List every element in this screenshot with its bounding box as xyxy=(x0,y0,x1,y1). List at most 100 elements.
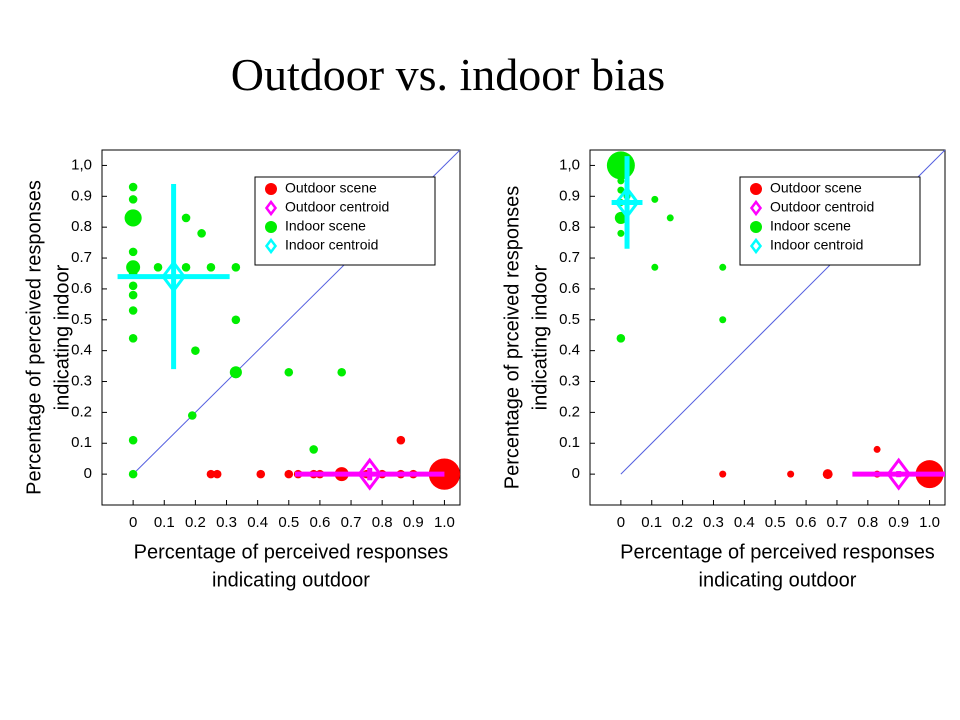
scatter-point xyxy=(128,435,138,445)
centroid-marker xyxy=(614,185,640,219)
scatter-point xyxy=(181,263,191,272)
scatter-point xyxy=(212,469,222,479)
legend-marker xyxy=(749,199,763,217)
x-tick-label: 0.7 xyxy=(341,514,362,531)
x-tick-label: 0.2 xyxy=(185,514,206,531)
scatter-point xyxy=(719,263,727,271)
scatter-point xyxy=(206,263,216,272)
legend-marker xyxy=(750,183,762,195)
x-tick-label: 0.5 xyxy=(765,514,786,531)
scatter-point xyxy=(128,182,138,192)
x-tick-label: 0.1 xyxy=(641,514,662,531)
scatter-point xyxy=(309,445,318,454)
y-tick-label: 0 xyxy=(84,465,92,482)
scatter-point xyxy=(719,470,727,478)
x-tick-label: 0.8 xyxy=(857,514,878,531)
legend-label: Indoor scene xyxy=(285,218,366,234)
x-tick-label: 0.4 xyxy=(734,514,755,531)
x-tick-label: 0.3 xyxy=(216,514,237,531)
scatter-point xyxy=(284,469,294,479)
y-axis-label: Percentage of perceived responses xyxy=(23,180,45,495)
x-axis-label: indicating outdoor xyxy=(699,569,857,591)
legend-marker xyxy=(264,237,278,255)
x-tick-label: 1.0 xyxy=(434,514,455,531)
scatter-point xyxy=(606,151,635,180)
legend-marker xyxy=(749,237,763,255)
scatter-point xyxy=(337,367,346,377)
scatter-point xyxy=(187,411,197,420)
scatter-point xyxy=(197,229,206,238)
x-tick-label: 0 xyxy=(617,514,625,531)
x-tick-label: 0.2 xyxy=(672,514,693,531)
y-tick-label: 0.3 xyxy=(71,372,92,389)
scatter-point xyxy=(396,435,406,445)
scatter-point xyxy=(181,213,191,223)
scatter-point xyxy=(873,445,881,453)
scatter-point xyxy=(256,469,266,479)
legend-label: Indoor centroid xyxy=(285,237,378,253)
centroid-marker xyxy=(886,457,912,491)
scatter-point xyxy=(128,281,138,291)
x-tick-label: 0 xyxy=(129,514,137,531)
scatter-point xyxy=(206,469,216,479)
scatter-point xyxy=(128,469,138,479)
scatter-point xyxy=(651,263,659,271)
y-tick-label: 0.2 xyxy=(559,403,580,420)
y-tick-label: 0.6 xyxy=(71,280,92,297)
x-tick-label: 0.7 xyxy=(827,514,848,531)
x-tick-label: 0.3 xyxy=(703,514,724,531)
y-tick-label: 0.5 xyxy=(71,311,92,328)
scatter-point xyxy=(191,346,200,355)
y-tick-label: 0.8 xyxy=(559,218,580,235)
x-tick-label: 0.9 xyxy=(888,514,909,531)
x-axis-label: indicating outdoor xyxy=(212,569,370,591)
y-tick-label: 0.3 xyxy=(559,372,580,389)
legend-marker xyxy=(265,183,277,195)
scatter-point xyxy=(231,263,241,272)
y-axis-label: indicating indoor xyxy=(529,264,551,410)
y-tick-label: 1,0 xyxy=(71,156,92,173)
scatter-point xyxy=(666,214,674,222)
y-tick-label: 0.7 xyxy=(71,249,92,266)
scatter-point xyxy=(822,469,833,480)
x-tick-label: 0.8 xyxy=(372,514,393,531)
scatter-point xyxy=(128,290,138,300)
y-tick-label: 0.8 xyxy=(71,218,92,235)
x-tick-label: 0.6 xyxy=(796,514,817,531)
y-tick-label: 0.2 xyxy=(71,403,92,420)
y-tick-label: 0.5 xyxy=(559,311,580,328)
scatter-point xyxy=(719,316,727,324)
scatter-point xyxy=(617,229,625,237)
y-tick-label: 0.9 xyxy=(71,187,92,204)
legend-label: Indoor centroid xyxy=(770,237,863,253)
legend-marker xyxy=(265,221,277,233)
scatter-point xyxy=(617,177,625,185)
scatter-point xyxy=(153,263,163,272)
scatter-point xyxy=(128,195,138,204)
y-tick-label: 0 xyxy=(572,465,580,482)
y-axis-label: Percentage of prceived responses xyxy=(501,186,523,490)
y-tick-label: 0.1 xyxy=(71,434,92,451)
x-tick-label: 0.4 xyxy=(247,514,268,531)
legend-marker xyxy=(264,199,278,217)
chart: 0 0.1 0.2 0.3 0.4 0.5 0.6 0.7 0.8 0.9 1.0 0 0.1 0.2 0.… xyxy=(501,149,946,591)
legend-box xyxy=(739,176,921,266)
y-tick-label: 0.1 xyxy=(559,434,580,451)
legend-label: Outdoor scene xyxy=(285,180,377,196)
scatter-point xyxy=(428,458,461,490)
x-tick-label: 0.5 xyxy=(278,514,299,531)
x-tick-label: 1.0 xyxy=(919,514,940,531)
legend-box xyxy=(254,176,436,266)
scatter-point xyxy=(128,306,138,315)
scatter-point xyxy=(616,334,626,343)
scatter-point xyxy=(229,366,242,379)
scatter-point xyxy=(284,367,294,377)
x-axis-label: Percentage of perceived responses xyxy=(620,541,935,563)
y-axis-label: indicating indoor xyxy=(51,264,73,410)
legend-label: Indoor scene xyxy=(770,218,851,234)
centroid-marker xyxy=(357,457,383,491)
scatter-point xyxy=(231,315,241,325)
legend-label: Outdoor scene xyxy=(770,180,862,196)
